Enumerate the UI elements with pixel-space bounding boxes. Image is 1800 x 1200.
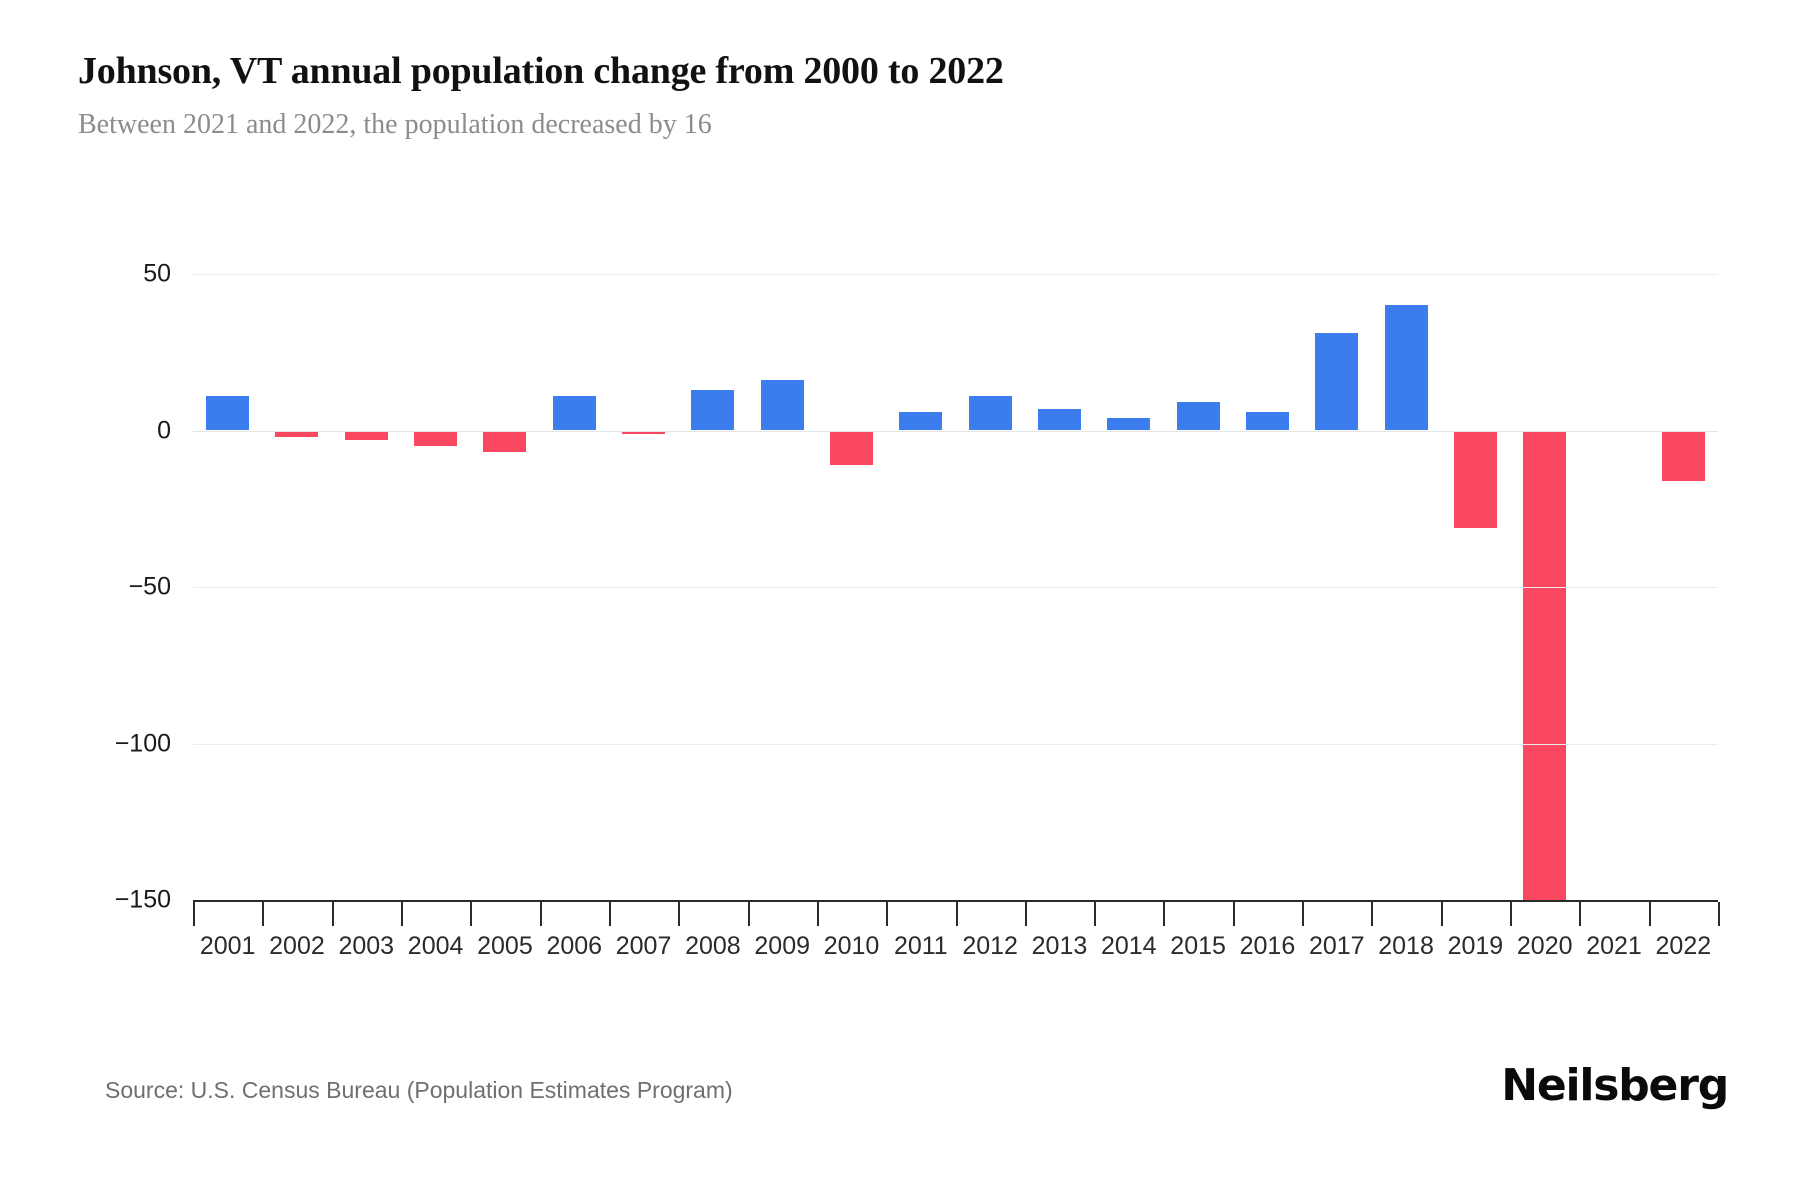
x-axis-tick-label: 2012 xyxy=(962,932,1018,960)
x-axis-tick-label: 2019 xyxy=(1447,932,1504,960)
bar-2001[interactable] xyxy=(206,396,250,431)
x-axis-tick xyxy=(955,902,958,926)
x-axis-tick xyxy=(400,902,403,926)
x-axis-tick-label: 2021 xyxy=(1586,932,1642,960)
x-axis-tick xyxy=(1648,902,1651,926)
chart-header: Johnson, VT annual population change fro… xyxy=(78,50,1740,141)
x-axis-tick-label: 2018 xyxy=(1378,932,1434,960)
bar-2014[interactable] xyxy=(1107,417,1151,431)
x-axis-tick xyxy=(262,902,265,926)
bar-2007[interactable] xyxy=(622,430,666,434)
y-axis-tick-label: −100 xyxy=(114,729,171,757)
zero-line xyxy=(193,430,1718,432)
x-axis-tick-label: 2013 xyxy=(1031,932,1088,960)
x-axis-tick xyxy=(193,902,195,926)
bar-2008[interactable] xyxy=(691,389,735,431)
x-axis-tick-label: 2008 xyxy=(685,932,741,960)
page-title: Johnson, VT annual population change fro… xyxy=(78,50,1004,92)
bar-2003[interactable] xyxy=(344,430,388,440)
x-axis-tick xyxy=(1718,902,1720,926)
x-axis-tick-label: 2009 xyxy=(754,932,811,960)
x-axis-tick-label: 2003 xyxy=(338,932,395,960)
x-axis-tick-label: 2011 xyxy=(893,932,948,960)
x-axis-tick xyxy=(470,902,473,926)
x-axis-tick-label: 2007 xyxy=(615,932,672,960)
brand-logo: Neilsberg xyxy=(1501,1060,1729,1111)
x-axis-tick-label: 2016 xyxy=(1239,932,1296,960)
bar-2019[interactable] xyxy=(1453,430,1497,528)
bar-2020[interactable] xyxy=(1523,430,1567,900)
x-axis-tick xyxy=(1163,902,1166,926)
y-axis-tick-label: −50 xyxy=(128,572,171,601)
bar-2012[interactable] xyxy=(968,396,1012,431)
bar-2015[interactable] xyxy=(1176,402,1220,431)
x-axis-tick-label: 2017 xyxy=(1308,932,1365,960)
bar-2006[interactable] xyxy=(552,396,596,431)
x-axis-tick-label: 2020 xyxy=(1516,932,1573,960)
plot-area: 50 0 −50 −100 −150 xyxy=(115,260,1718,914)
x-axis-tick xyxy=(539,902,542,926)
bar-2002[interactable] xyxy=(275,430,319,437)
x-axis-tick-label: 2005 xyxy=(477,932,533,960)
x-axis-tick-label: 2022 xyxy=(1655,932,1712,960)
y-axis-tick-label: 50 xyxy=(143,259,171,288)
x-axis-tick xyxy=(1094,902,1097,926)
gridline xyxy=(193,743,1718,745)
x-axis-tick xyxy=(1232,902,1235,926)
x-axis-tick xyxy=(678,902,681,926)
bar-2010[interactable] xyxy=(830,430,873,465)
x-axis-tick xyxy=(1024,902,1027,926)
source-note: Source: U.S. Census Bureau (Population E… xyxy=(105,1077,733,1103)
x-axis-tick xyxy=(608,902,611,926)
x-axis-tick xyxy=(1510,902,1513,926)
chart-subtitle: Between 2021 and 2022, the population de… xyxy=(78,108,712,140)
x-axis-tick xyxy=(1579,902,1582,926)
bar-2022[interactable] xyxy=(1661,430,1705,481)
x-axis-tick xyxy=(1440,902,1443,926)
bar-2013[interactable] xyxy=(1037,408,1081,431)
bar-2004[interactable] xyxy=(414,430,458,447)
x-axis-tick xyxy=(747,902,750,926)
x-axis-tick xyxy=(1302,902,1305,926)
bar-2016[interactable] xyxy=(1245,411,1289,431)
x-axis-tick xyxy=(816,902,819,926)
y-axis-tick-label: −150 xyxy=(114,885,171,914)
x-axis-line xyxy=(193,900,1718,902)
x-axis-tick xyxy=(331,902,334,926)
x-axis-tick-label: 2004 xyxy=(407,932,464,960)
bar-2005[interactable] xyxy=(483,430,527,453)
x-axis-tick-label: 2002 xyxy=(269,932,325,960)
x-axis-tick-label: 2015 xyxy=(1170,932,1226,960)
bar-2017[interactable] xyxy=(1315,333,1359,431)
bar-2018[interactable] xyxy=(1384,305,1428,431)
x-axis-tick xyxy=(886,902,889,926)
bar-2011[interactable] xyxy=(899,411,943,431)
bar-2009[interactable] xyxy=(760,380,804,431)
x-axis-tick-label: 2014 xyxy=(1100,932,1157,960)
x-axis-tick xyxy=(1371,902,1374,926)
x-axis-tick-label: 2010 xyxy=(823,932,880,960)
gridline xyxy=(193,274,1718,275)
gridline xyxy=(193,587,1718,588)
y-axis-tick-label: 0 xyxy=(157,416,171,444)
bar-series xyxy=(193,274,1718,900)
x-axis-tick-label: 2006 xyxy=(546,932,603,960)
x-axis-tick-label: 2001 xyxy=(199,932,256,960)
